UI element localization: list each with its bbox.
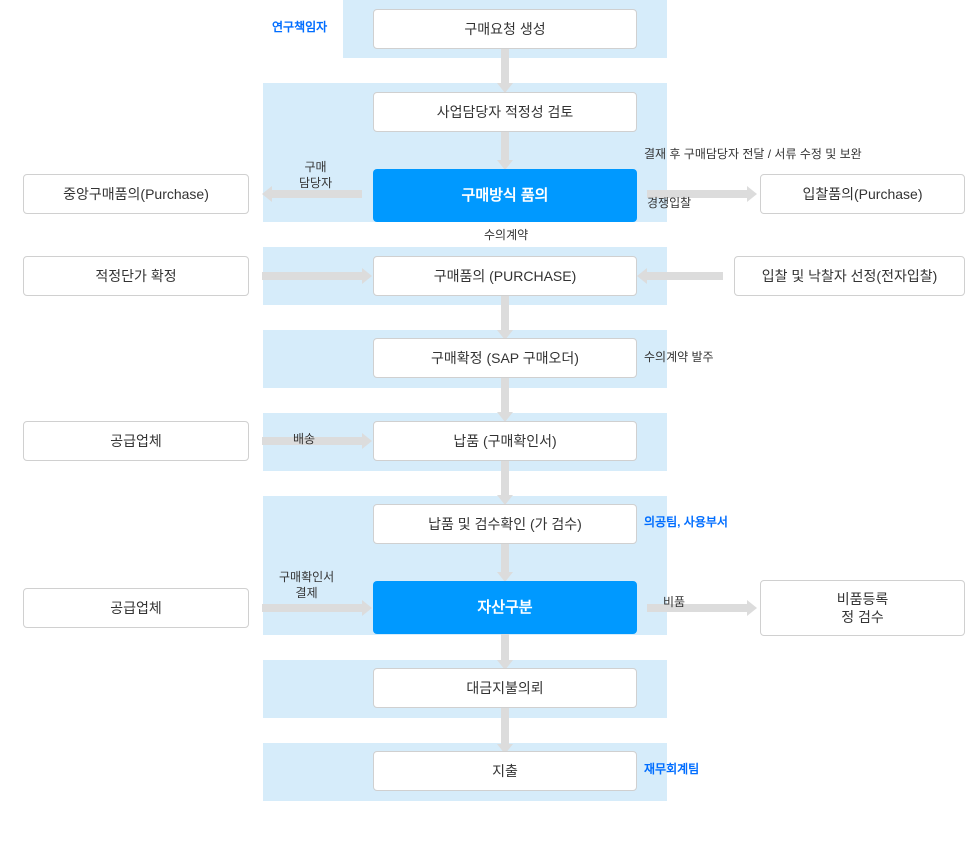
node-n3: 구매방식 품의 xyxy=(373,169,637,222)
label-l6: 수의계약 발주 xyxy=(644,350,714,366)
node-n2: 사업담당자 적정성 검토 xyxy=(373,92,637,132)
node-nL1: 중앙구매품의(Purchase) xyxy=(23,174,249,214)
arrow-left-3 xyxy=(647,272,723,280)
node-nR2: 입찰 및 낙찰자 선정(전자입찰) xyxy=(734,256,965,296)
node-n7: 납품 및 검수확인 (가 검수) xyxy=(373,504,637,544)
node-n5: 구매확정 (SAP 구매오더) xyxy=(373,338,637,378)
label-l9: 구매확인서결제 xyxy=(279,570,334,601)
arrow-right-2 xyxy=(262,272,362,280)
arrow-right-6 xyxy=(647,604,747,612)
label-l5: 수의계약 xyxy=(484,228,528,244)
arrow-down-4 xyxy=(501,461,509,495)
node-n4: 구매품의 (PURCHASE) xyxy=(373,256,637,296)
node-n9: 대금지불의뢰 xyxy=(373,668,637,708)
node-n10: 지출 xyxy=(373,751,637,791)
arrow-down-0 xyxy=(501,49,509,83)
arrow-down-6 xyxy=(501,634,509,660)
node-nL3: 공급업체 xyxy=(23,421,249,461)
node-n6: 납품 (구매확인서) xyxy=(373,421,637,461)
label-l3: 결재 후 구매담당자 전달 / 서류 수정 및 보완 xyxy=(644,147,862,163)
arrow-down-7 xyxy=(501,708,509,744)
node-n1: 구매요청 생성 xyxy=(373,9,637,49)
node-nR3: 비품등록정 검수 xyxy=(760,580,965,636)
label-l11: 재무회계팀 xyxy=(644,762,699,778)
arrow-left-0 xyxy=(272,190,362,198)
arrow-right-5 xyxy=(262,604,362,612)
node-nR1: 입찰품의(Purchase) xyxy=(760,174,965,214)
arrow-down-3 xyxy=(501,378,509,412)
node-nL2: 적정단가 확정 xyxy=(23,256,249,296)
label-l1: 연구책임자 xyxy=(272,20,327,36)
arrow-down-1 xyxy=(501,132,509,160)
node-n8: 자산구분 xyxy=(373,581,637,634)
arrow-down-5 xyxy=(501,544,509,572)
label-l7: 배송 xyxy=(293,432,315,448)
label-l10: 비품 xyxy=(663,595,685,611)
arrow-down-2 xyxy=(501,296,509,330)
label-l4: 경쟁입찰 xyxy=(647,196,691,212)
label-l2: 구매담당자 xyxy=(299,160,332,191)
node-nL4: 공급업체 xyxy=(23,588,249,628)
label-l8: 의공팀, 사용부서 xyxy=(644,515,728,531)
